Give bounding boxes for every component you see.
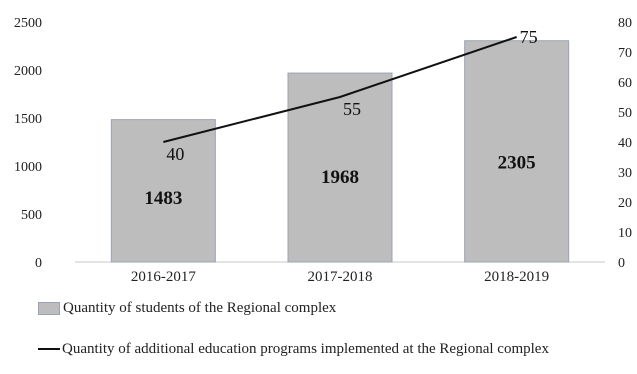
x-tick-label: 2018-2019 bbox=[484, 269, 549, 285]
left-y-tick-label: 0 bbox=[35, 256, 42, 271]
legend-bar-label: Quantity of students of the Regional com… bbox=[63, 300, 337, 316]
x-tick-label: 2016-2017 bbox=[131, 269, 196, 285]
bar-series: 1483 1968 2305 bbox=[110, 40, 570, 263]
right-y-tick-label: 50 bbox=[618, 106, 632, 121]
left-y-tick-label: 500 bbox=[21, 208, 42, 223]
bar bbox=[464, 40, 570, 263]
right-y-tick-label: 80 bbox=[618, 16, 632, 31]
line-data-labels: 40 55 75 bbox=[166, 27, 537, 164]
legend-bar-swatch bbox=[38, 302, 60, 315]
right-y-tick-label: 40 bbox=[618, 136, 632, 151]
right-y-tick-label: 30 bbox=[618, 166, 632, 181]
right-y-tick-label: 0 bbox=[618, 256, 625, 271]
line-data-label: 75 bbox=[520, 27, 538, 47]
right-y-tick-label: 10 bbox=[618, 226, 632, 241]
legend-item-bar: Quantity of students of the Regional com… bbox=[38, 300, 336, 317]
right-y-tick-label: 60 bbox=[618, 76, 632, 91]
left-y-tick-label: 1500 bbox=[14, 112, 42, 127]
legend-item-line: Quantity of additional education program… bbox=[38, 341, 628, 358]
line-data-label: 40 bbox=[166, 144, 184, 164]
legend-line-label: Quantity of additional education program… bbox=[62, 341, 549, 357]
bar bbox=[287, 72, 393, 263]
right-y-tick-label: 70 bbox=[618, 46, 632, 61]
combo-chart: 0 500 1000 1500 2000 2500 0 10 20 30 40 50 60 70 80 1… bbox=[14, 16, 632, 285]
x-axis: 2016-2017 2017-2018 2018-2019 bbox=[131, 269, 549, 285]
bar-data-label: 1968 bbox=[321, 167, 359, 188]
line-series bbox=[163, 36, 517, 143]
left-y-tick-label: 1000 bbox=[14, 160, 42, 175]
bar-data-label: 1483 bbox=[144, 188, 182, 209]
right-y-tick-label: 20 bbox=[618, 196, 632, 211]
left-y-tick-label: 2000 bbox=[14, 64, 42, 79]
bar bbox=[110, 119, 216, 263]
line-data-label: 55 bbox=[343, 99, 361, 119]
bar-data-label: 2305 bbox=[498, 152, 536, 173]
legend-line-swatch bbox=[38, 347, 60, 350]
left-y-axis: 0 500 1000 1500 2000 2500 bbox=[14, 16, 42, 271]
x-tick-label: 2017-2018 bbox=[308, 269, 373, 285]
right-y-axis: 0 10 20 30 40 50 60 70 80 bbox=[618, 16, 632, 271]
left-y-tick-label: 2500 bbox=[14, 16, 42, 31]
